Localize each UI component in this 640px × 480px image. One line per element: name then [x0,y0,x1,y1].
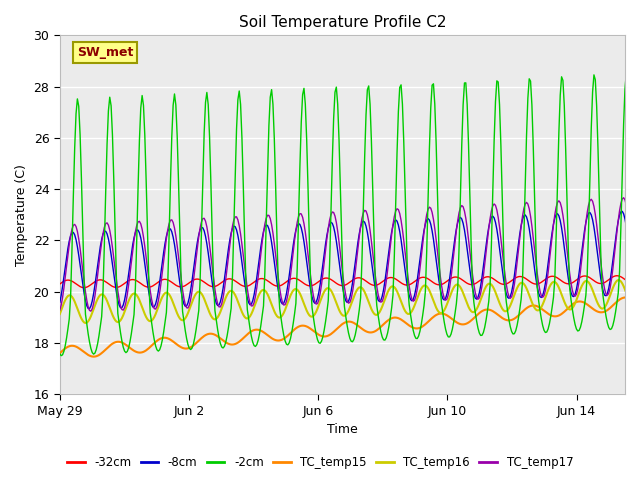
Legend: -32cm, -8cm, -2cm, TC_temp15, TC_temp16, TC_temp17: -32cm, -8cm, -2cm, TC_temp15, TC_temp16,… [62,452,578,474]
Title: Soil Temperature Profile C2: Soil Temperature Profile C2 [239,15,446,30]
Text: SW_met: SW_met [77,46,133,59]
Y-axis label: Temperature (C): Temperature (C) [15,164,28,266]
X-axis label: Time: Time [327,423,358,436]
